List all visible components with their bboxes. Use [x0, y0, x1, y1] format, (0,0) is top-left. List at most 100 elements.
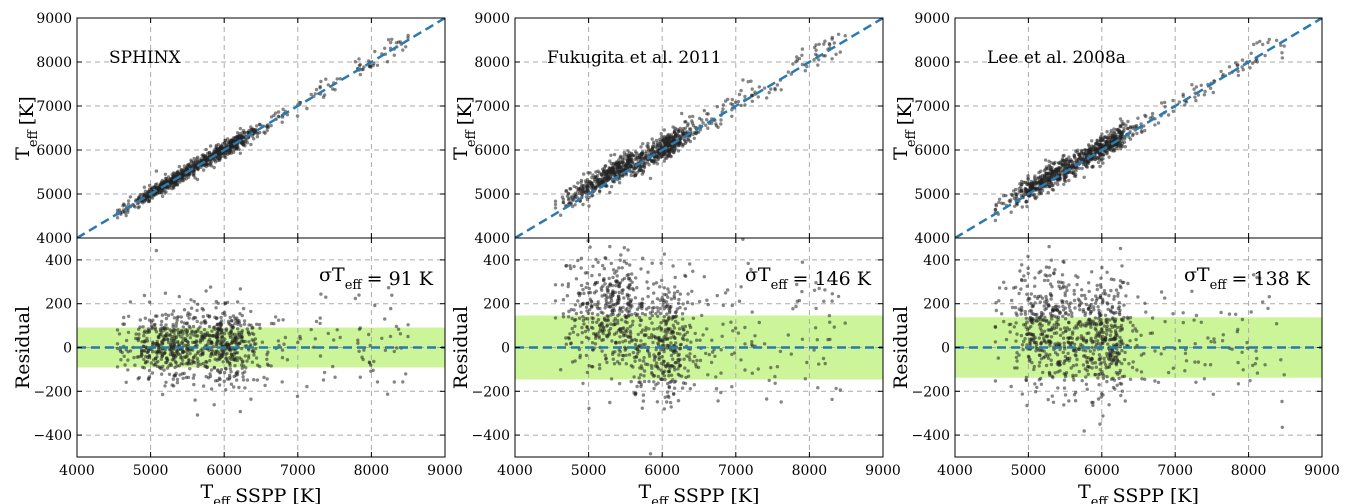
data-point [566, 191, 571, 195]
residual-point [588, 290, 593, 295]
residual-point [165, 356, 169, 360]
residual-point [635, 347, 639, 351]
data-point [200, 153, 204, 157]
residual-point [677, 352, 681, 357]
residual-point [649, 363, 654, 368]
residual-point [185, 344, 189, 348]
data-point [150, 196, 155, 200]
residual-point [650, 371, 654, 375]
data-point [214, 143, 218, 148]
data-point [750, 99, 754, 104]
residual-point [598, 306, 602, 311]
residual-point [559, 368, 563, 372]
residual-point [295, 394, 300, 399]
residual-point [631, 350, 636, 355]
residual-point [609, 261, 613, 266]
residual-point [1013, 366, 1017, 370]
residual-point [830, 292, 834, 296]
residual-point [181, 376, 185, 380]
data-point [629, 164, 633, 168]
residual-point [1097, 383, 1101, 387]
data-point [617, 167, 622, 171]
residual-point [632, 375, 636, 379]
data-point [1026, 174, 1030, 178]
data-point [650, 137, 654, 141]
data-point [692, 136, 696, 140]
residual-point [639, 267, 643, 271]
residual-point [609, 299, 614, 303]
data-point [241, 128, 246, 133]
residual-point [128, 300, 133, 304]
data-point [757, 85, 761, 89]
y-tick-label: 7000 [36, 99, 72, 115]
residual-point [143, 329, 147, 333]
residual-point [372, 359, 376, 364]
residual-axis-label: Residual [450, 306, 472, 389]
data-point [658, 137, 662, 141]
residual-point [640, 406, 644, 410]
residual-point [140, 348, 144, 352]
residual-point [661, 370, 666, 375]
residual-point [640, 366, 644, 371]
residual-point [661, 343, 665, 348]
residual-point [639, 301, 644, 305]
residual-point [175, 380, 180, 385]
residual-point [658, 285, 662, 289]
residual-point [168, 333, 172, 337]
residual-point [605, 324, 609, 328]
residual-point [205, 331, 210, 335]
residual-point [227, 377, 231, 381]
data-point [662, 152, 667, 157]
y-tick-label: 5000 [36, 187, 72, 203]
residual-point [660, 278, 664, 283]
residual-point [697, 299, 702, 304]
residual-point [822, 299, 826, 303]
residual-point [581, 315, 585, 319]
data-point [705, 118, 709, 122]
residual-point [830, 397, 834, 402]
residual-point [229, 319, 234, 323]
panel-1: 4000 5000 6000 7000 8000 90004000500060007000… [12, 11, 463, 504]
residual-point [634, 355, 639, 359]
residual-point [633, 342, 638, 347]
residual-point [180, 355, 184, 360]
residual-point [611, 357, 615, 361]
residual-point [566, 284, 570, 289]
residual-point [126, 314, 131, 318]
residual-point [682, 357, 686, 361]
data-point [605, 184, 609, 188]
residual-point [701, 333, 705, 337]
residual-point [192, 373, 196, 377]
residual-point [174, 321, 179, 326]
data-point [309, 92, 313, 97]
residual-point [565, 294, 570, 298]
data-point [367, 64, 372, 68]
residual-point [1128, 377, 1133, 381]
residual-point [213, 350, 218, 354]
residual-point [600, 349, 604, 353]
residual-point [160, 372, 164, 376]
data-point [1033, 196, 1038, 201]
residual-point [652, 291, 656, 295]
y-tick-label: 4000 [474, 231, 510, 247]
data-point [1020, 179, 1024, 184]
data-point [1009, 210, 1013, 214]
data-point [1098, 139, 1103, 143]
residual-point [1096, 376, 1100, 380]
residual-point [769, 365, 773, 370]
residual-point [298, 337, 303, 341]
residual-point [836, 294, 841, 299]
data-point [1093, 157, 1097, 162]
data-point [1194, 98, 1198, 103]
residual-axis-label: Residual [12, 306, 34, 389]
x-tick-label: 5000 [133, 463, 169, 479]
residual-point [162, 337, 166, 341]
residual-point [392, 349, 396, 354]
residual-point [1143, 301, 1147, 305]
y-tick-label: 8000 [474, 55, 510, 71]
residual-point [1044, 294, 1048, 299]
residual-point [218, 325, 222, 330]
data-point [313, 92, 317, 96]
data-point [553, 202, 558, 207]
